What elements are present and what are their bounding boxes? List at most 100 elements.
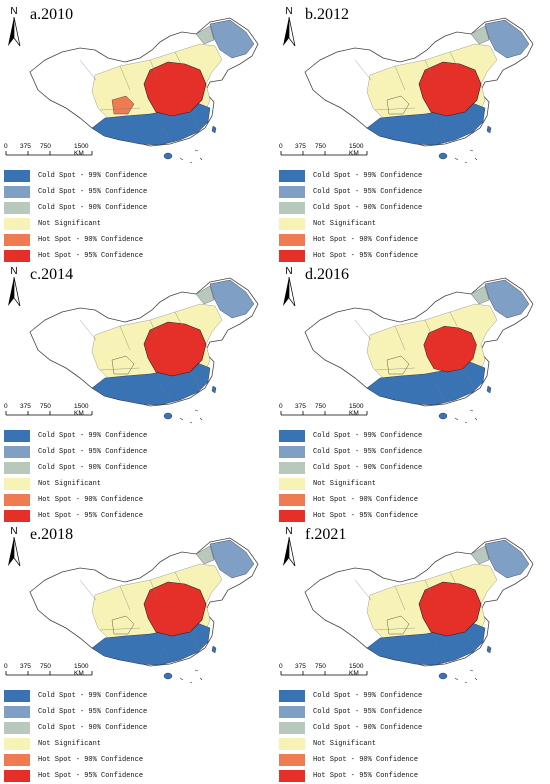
legend-swatch xyxy=(279,234,305,246)
hainan-island xyxy=(438,152,448,160)
legend-swatch xyxy=(4,770,30,782)
panel-title: f.2021 xyxy=(305,526,347,543)
legend-item: Hot Spot - 95% Confidence xyxy=(4,508,147,524)
legend-label: Cold Spot - 95% Confidence xyxy=(38,448,148,456)
legend-swatch xyxy=(279,186,305,198)
china-map xyxy=(29,277,259,424)
legend-label: Hot Spot - 90% Confidence xyxy=(313,236,419,244)
legend-swatch xyxy=(4,690,30,702)
legend-swatch xyxy=(279,218,305,230)
scale-tick-label: 375 xyxy=(20,403,31,410)
china-map xyxy=(29,17,259,164)
scale-tick-label: 1500 KM xyxy=(349,663,364,677)
legend-item: Cold Spot - 90% Confidence xyxy=(4,720,147,736)
legend-item: Cold Spot - 99% Confidence xyxy=(279,428,422,444)
scale-bar: 0 375 750 1500 KM xyxy=(279,663,369,679)
north-label: N xyxy=(10,526,17,537)
legend-swatch xyxy=(279,706,305,718)
scale-tick-label: 0 xyxy=(279,143,283,150)
legend-swatch xyxy=(4,202,30,214)
legend-swatch xyxy=(4,170,30,182)
cold-spot-south xyxy=(366,361,486,406)
legend-item: Not Significant xyxy=(279,216,422,232)
taiwan-island xyxy=(486,645,492,654)
legend-label: Hot Spot - 95% Confidence xyxy=(313,512,419,520)
legend-item: Hot Spot - 90% Confidence xyxy=(4,492,147,508)
legend-label: Not Significant xyxy=(38,480,102,488)
north-arrow-icon: N xyxy=(8,6,21,47)
hot-spot-west xyxy=(386,95,410,115)
north-label: N xyxy=(10,266,17,277)
legend-swatch xyxy=(4,754,30,766)
legend-label: Hot Spot - 90% Confidence xyxy=(313,756,419,764)
north-label: N xyxy=(285,526,292,537)
north-label: N xyxy=(285,6,292,17)
north-arrow-icon: N xyxy=(8,266,21,307)
legend-swatch xyxy=(4,706,30,718)
legend-item: Hot Spot - 95% Confidence xyxy=(279,768,422,784)
north-arrow-icon: N xyxy=(283,6,296,47)
panel-title: c.2014 xyxy=(30,266,74,283)
legend-label: Cold Spot - 95% Confidence xyxy=(38,708,148,716)
hot-spot-core xyxy=(143,61,207,117)
legend-label: Cold Spot - 90% Confidence xyxy=(38,204,148,212)
legend-label: Cold Spot - 95% Confidence xyxy=(313,708,423,716)
legend-label: Hot Spot - 90% Confidence xyxy=(38,496,144,504)
legend-item: Hot Spot - 90% Confidence xyxy=(279,232,422,248)
scale-tick-label: 750 xyxy=(315,663,326,670)
legend: Cold Spot - 99% Confidence Cold Spot - 95… xyxy=(4,688,147,784)
legend: Cold Spot - 99% Confidence Cold Spot - 95… xyxy=(279,168,422,264)
scale-tick-label: 1500 KM xyxy=(74,143,89,157)
hot-spot-west xyxy=(111,95,135,115)
hot-spot-west xyxy=(386,615,410,635)
hot-spot-core xyxy=(418,61,482,117)
map-panel-e.2018: N e.2018 0 375 750 1500 KM Cold Spot - 9… xyxy=(0,520,275,782)
legend-label: Not Significant xyxy=(38,740,102,748)
legend-item: Cold Spot - 90% Confidence xyxy=(279,720,422,736)
legend-item: Cold Spot - 95% Confidence xyxy=(279,444,422,460)
scale-tick-label: 1500 KM xyxy=(349,143,364,157)
legend-label: Cold Spot - 95% Confidence xyxy=(38,188,148,196)
hot-spot-west xyxy=(111,615,135,635)
legend-label: Cold Spot - 90% Confidence xyxy=(313,724,423,732)
legend-swatch xyxy=(279,478,305,490)
hainan-island xyxy=(438,672,448,680)
north-label: N xyxy=(10,6,17,17)
legend-label: Hot Spot - 90% Confidence xyxy=(38,236,144,244)
legend: Cold Spot - 99% Confidence Cold Spot - 95… xyxy=(279,688,422,784)
legend-item: Hot Spot - 95% Confidence xyxy=(4,248,147,264)
china-map xyxy=(304,537,534,684)
scale-tick-label: 0 xyxy=(4,143,8,150)
legend-item: Not Significant xyxy=(4,736,147,752)
legend-item: Cold Spot - 99% Confidence xyxy=(4,688,147,704)
legend-item: Cold Spot - 95% Confidence xyxy=(4,444,147,460)
legend-item: Hot Spot - 95% Confidence xyxy=(279,248,422,264)
map-panel-c.2014: N c.2014 0 375 750 1500 KM Cold Spot - 9… xyxy=(0,260,275,522)
scale-tick-label: 0 xyxy=(4,403,8,410)
legend-label: Hot Spot - 95% Confidence xyxy=(38,512,144,520)
scale-bar: 0 375 750 1500 KM xyxy=(279,403,369,419)
legend-swatch xyxy=(279,494,305,506)
province-borders xyxy=(79,571,201,661)
legend-swatch xyxy=(279,722,305,734)
scale-tick-label: 0 xyxy=(4,663,8,670)
scale-tick-label: 375 xyxy=(20,143,31,150)
province-borders xyxy=(354,571,476,661)
legend-item: Hot Spot - 90% Confidence xyxy=(4,232,147,248)
map-panel-d.2016: N d.2016 0 375 750 1500 KM Cold Spot - 9… xyxy=(275,260,550,522)
legend-label: Cold Spot - 95% Confidence xyxy=(313,448,423,456)
legend-item: Not Significant xyxy=(279,476,422,492)
cold-spot-northeast xyxy=(484,19,530,59)
legend-item: Cold Spot - 95% Confidence xyxy=(279,704,422,720)
scale-tick-label: 750 xyxy=(40,403,51,410)
legend-swatch xyxy=(279,430,305,442)
province-borders xyxy=(79,311,201,401)
legend-swatch xyxy=(279,510,305,522)
hainan-island xyxy=(438,412,448,420)
legend-swatch xyxy=(279,770,305,782)
legend-swatch xyxy=(279,250,305,262)
legend-item: Hot Spot - 95% Confidence xyxy=(4,768,147,784)
scale-tick-label: 1500 KM xyxy=(74,663,89,677)
province-borders xyxy=(354,311,476,401)
cold-spot-north xyxy=(195,545,215,565)
